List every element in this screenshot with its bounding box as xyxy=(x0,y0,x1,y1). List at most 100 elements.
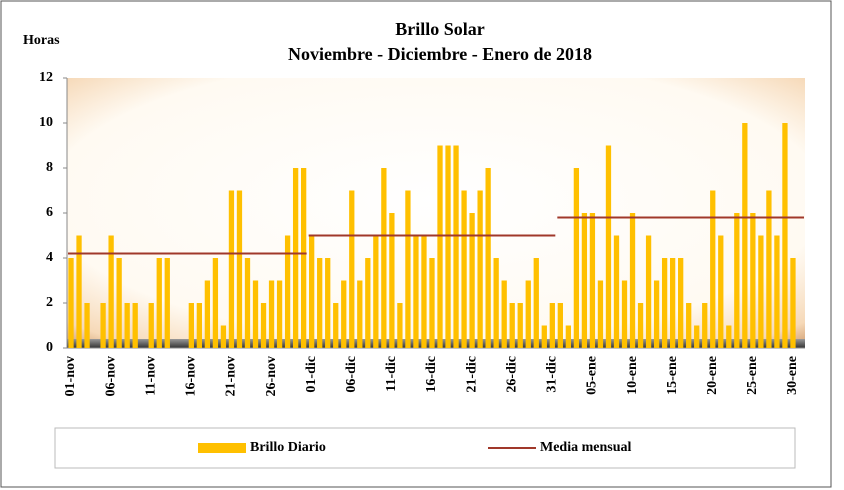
x-tick-label: 25-ene xyxy=(745,356,760,395)
bar xyxy=(260,303,267,348)
bar xyxy=(621,280,628,348)
bar xyxy=(445,145,451,348)
bar xyxy=(549,303,555,348)
bar xyxy=(661,258,668,348)
bar xyxy=(557,303,563,348)
bar xyxy=(726,325,732,348)
x-tick-label: 05-ene xyxy=(585,356,600,395)
bar xyxy=(774,235,780,348)
bar xyxy=(309,235,315,348)
bar xyxy=(325,258,331,348)
plot-area xyxy=(67,78,805,348)
bar xyxy=(276,280,283,348)
bar xyxy=(397,303,403,348)
bar xyxy=(124,303,130,348)
bar xyxy=(212,258,219,348)
bar xyxy=(333,303,339,348)
bar xyxy=(694,325,700,348)
x-tick-label: 15-ene xyxy=(665,356,680,395)
bar xyxy=(605,145,612,348)
bar xyxy=(156,258,162,348)
bar xyxy=(373,235,379,348)
bar xyxy=(710,190,716,348)
bar xyxy=(629,213,636,348)
bar xyxy=(565,325,572,348)
x-tick-label: 06-nov xyxy=(103,356,118,396)
plot-floor xyxy=(67,339,805,348)
bar xyxy=(678,258,684,348)
bar xyxy=(718,235,724,348)
bar xyxy=(68,258,74,348)
y-tick-label: 2 xyxy=(46,295,53,310)
x-tick-label: 06-dic xyxy=(344,356,359,393)
y-tick-label: 10 xyxy=(39,115,53,130)
bar xyxy=(758,235,764,348)
bar xyxy=(76,235,82,348)
bar xyxy=(573,168,580,348)
bar xyxy=(702,303,708,348)
bar xyxy=(268,280,275,348)
bar xyxy=(116,258,122,348)
bar xyxy=(317,258,323,348)
bar xyxy=(461,190,467,348)
bar xyxy=(357,280,363,348)
bar xyxy=(100,303,106,348)
bar xyxy=(653,280,660,348)
bar xyxy=(597,280,604,348)
legend xyxy=(54,427,796,469)
bar xyxy=(164,258,170,348)
bar xyxy=(405,190,411,348)
bar xyxy=(389,213,395,348)
bar xyxy=(244,258,251,348)
bar xyxy=(252,280,259,348)
bar xyxy=(381,168,387,348)
bar xyxy=(509,303,515,348)
bar xyxy=(204,280,211,348)
chart-title: Brillo Solar xyxy=(395,19,485,39)
x-tick-label: 20-ene xyxy=(705,356,720,395)
bar xyxy=(541,325,547,348)
x-tick-label: 30-ene xyxy=(785,356,800,395)
bar xyxy=(581,213,588,348)
bar xyxy=(228,190,235,348)
bar xyxy=(132,303,138,348)
y-tick-label: 4 xyxy=(46,250,53,265)
bar xyxy=(686,303,692,348)
y-tick-label: 12 xyxy=(39,70,53,85)
bar xyxy=(220,325,227,348)
bar xyxy=(645,235,652,348)
y-tick-label: 8 xyxy=(46,160,53,175)
chart-subtitle: Noviembre - Diciembre - Enero de 2018 xyxy=(288,44,592,64)
bar xyxy=(429,258,435,348)
bar xyxy=(196,303,203,348)
x-tick-label: 26-nov xyxy=(264,356,279,396)
y-axis-label: Horas xyxy=(23,33,60,48)
bar xyxy=(300,168,307,348)
bar xyxy=(501,280,507,348)
bar xyxy=(148,303,154,348)
bar xyxy=(188,303,194,348)
x-tick-label: 11-dic xyxy=(384,356,399,392)
bar xyxy=(485,168,491,348)
bar xyxy=(349,190,355,348)
bar xyxy=(284,235,291,348)
bar xyxy=(750,213,756,348)
bar xyxy=(413,235,419,348)
x-tick-label: 16-nov xyxy=(184,356,199,396)
bar xyxy=(613,235,620,348)
bar xyxy=(766,190,772,348)
bar xyxy=(790,258,796,348)
bar xyxy=(84,303,90,348)
bar xyxy=(453,145,459,348)
bar xyxy=(742,123,748,348)
x-tick-label: 01-nov xyxy=(63,356,78,396)
bar xyxy=(493,258,499,348)
bar xyxy=(589,213,596,348)
bar xyxy=(734,213,740,348)
bar xyxy=(341,280,347,348)
bar xyxy=(782,123,788,348)
bar xyxy=(437,145,443,348)
bar xyxy=(637,303,644,348)
bar xyxy=(525,280,531,348)
